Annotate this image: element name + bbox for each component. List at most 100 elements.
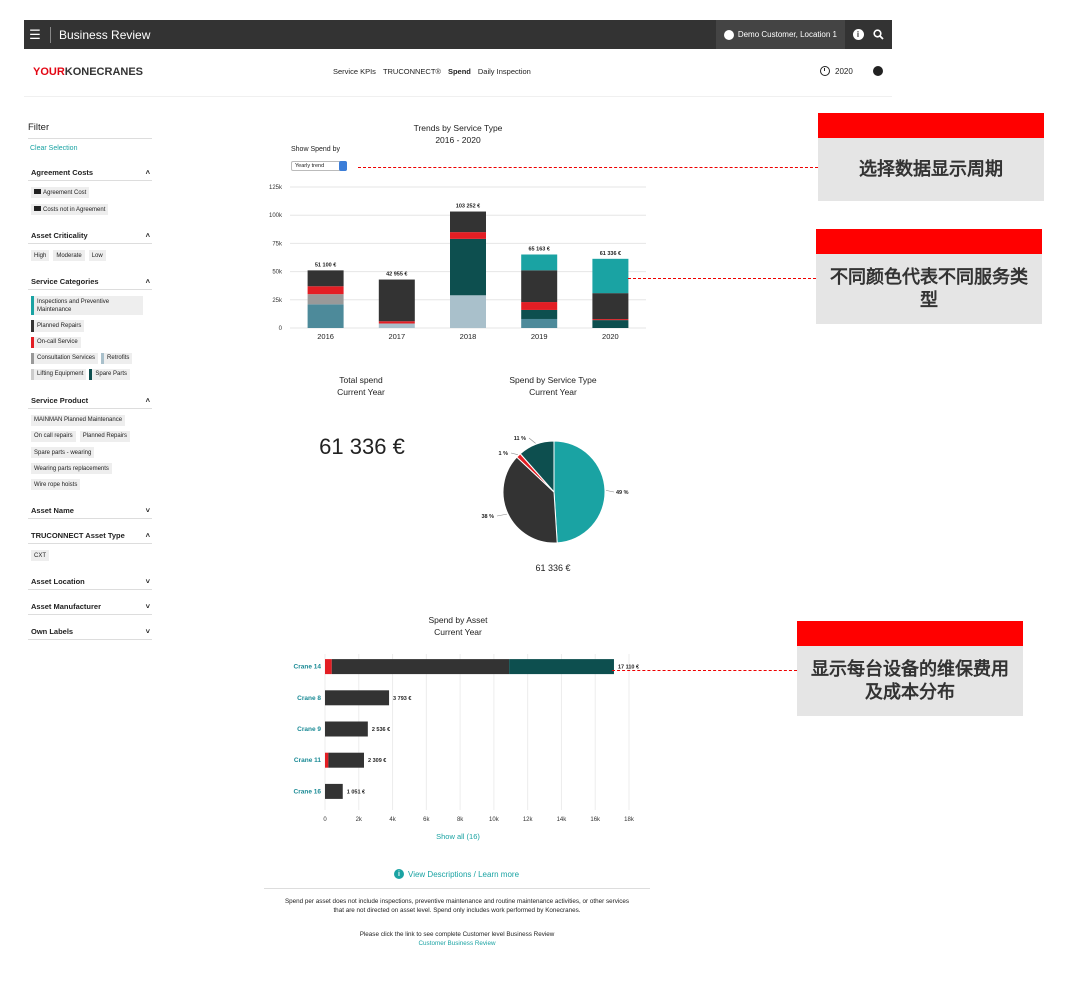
bar-segment <box>378 279 415 322</box>
spend-pie-chart: 49 % 38 % 1 % 11 % <box>481 436 629 544</box>
asset-bar-chart: 0 2k 4k 6k 8k 10k 12k 14k 16k 18k Crane 14 17 110 €… <box>294 654 639 823</box>
chip-planned-repairs-product[interactable]: Planned Repairs <box>79 430 131 443</box>
show-spend-by-select[interactable]: Yearly trend <box>291 161 347 171</box>
x-tick-label: 12k <box>523 817 534 823</box>
nav-truconnect[interactable]: TRUCONNECT® <box>382 67 441 76</box>
bar-total-label: 61 336 € <box>600 251 621 257</box>
x-tick-label: 4k <box>389 817 396 823</box>
info-icon: i <box>852 29 864 40</box>
filter-agreement-costs: Agreement Costs ˄ Agreement Cost Costs no… <box>28 168 152 216</box>
chip-low[interactable]: Low <box>88 250 106 262</box>
x-tick-label: 6k <box>423 817 430 823</box>
main-nav: Service KPIs TRUCONNECT® Spend Daily Ins… <box>333 67 531 76</box>
chip-mainman[interactable]: MAINMAN Planned Maintenance <box>31 414 126 426</box>
asset-label: Crane 8 <box>297 695 321 702</box>
callout-connector <box>612 670 797 671</box>
bar-total-label: 42 955 € <box>386 272 407 278</box>
view-descriptions-link[interactable]: i View Descriptions / Learn more <box>394 869 519 879</box>
clear-selection-link[interactable]: Clear Selection <box>30 145 78 152</box>
filter-section-header[interactable]: Asset Manufacturer ˅ <box>28 602 152 616</box>
chip-moderate[interactable]: Moderate <box>53 250 85 262</box>
chip-wearing-parts[interactable]: Wearing parts replacements <box>31 463 112 475</box>
chip-consultation-services[interactable]: Consultation Services <box>31 352 99 364</box>
asset-label: Crane 9 <box>297 726 321 733</box>
hamburger-menu-icon[interactable]: ☰ <box>29 26 41 42</box>
nav-service-kpis[interactable]: Service KPIs <box>333 67 376 76</box>
chip-lifting-equipment[interactable]: Lifting Equipment <box>31 368 87 380</box>
pie-leader-line <box>605 490 615 493</box>
pie-slice <box>519 440 555 494</box>
bar-segment <box>307 294 344 305</box>
x-tick-label: 14k <box>557 817 568 823</box>
chip-on-call-repairs[interactable]: On call repairs <box>31 430 76 443</box>
info-button[interactable]: i <box>848 20 868 49</box>
chip-spare-parts[interactable]: Spare Parts <box>89 368 131 380</box>
filter-asset-name: Asset Name ˅ <box>28 506 152 520</box>
filter-section-header[interactable]: Asset Name ˅ <box>28 506 152 520</box>
search-button[interactable] <box>868 20 888 49</box>
filter-section-header[interactable]: Own Labels ˅ <box>28 627 152 641</box>
trends-chart-title: Trends by Service Type 2016 - 2020 <box>413 123 503 145</box>
nav-spend[interactable]: Spend <box>447 67 471 76</box>
chevron-down-icon: ˅ <box>145 577 150 587</box>
x-tick-label: 2020 <box>602 332 619 341</box>
filter-section-header[interactable]: Asset Location ˅ <box>28 577 152 591</box>
chip-agreement-cost[interactable]: Agreement Cost <box>31 187 90 199</box>
filter-section-header[interactable]: Agreement Costs ˄ <box>28 168 152 181</box>
filter-section-header[interactable]: TRUCONNECT Asset Type ˄ <box>28 531 152 545</box>
trends-bar-chart: 0 25k 50k 75k 100k 125k 51 100 € 2016 42 955 € 20… <box>269 185 646 341</box>
show-spend-by-label: Show Spend by <box>291 146 341 153</box>
bar-segment <box>521 318 558 328</box>
asset-label: Crane 14 <box>294 664 322 671</box>
select-value: Yearly trend <box>295 163 325 169</box>
pie-leader-line <box>496 513 508 517</box>
chip-costs-not-in-agreement[interactable]: Costs not in Agreement <box>31 204 109 216</box>
globe-icon <box>723 29 734 40</box>
chip-planned-repairs[interactable]: Planned Repairs <box>31 320 85 332</box>
bar-segment <box>521 302 558 310</box>
year-selector[interactable]: 2020 <box>820 66 853 76</box>
top-bar: ☰ Business Review Demo Customer, Locatio… <box>24 20 892 49</box>
asset-bar-segment <box>325 659 332 675</box>
chip-cxt[interactable]: CXT <box>31 550 49 562</box>
chip-high[interactable]: High <box>31 250 50 262</box>
chip-spare-parts-wearing[interactable]: Spare parts - wearing <box>31 447 95 459</box>
callout-assets: 显示每台设备的维保费用及成本分布 <box>797 621 1023 716</box>
asset-value-label: 2 309 € <box>368 758 386 764</box>
pie-slice-label: 11 % <box>514 436 526 442</box>
pie-leader-line <box>528 437 536 444</box>
asset-bar-segment <box>509 659 614 675</box>
customer-selector[interactable]: Demo Customer, Location 1 <box>715 20 845 49</box>
x-tick-label: 8k <box>457 817 464 823</box>
bar-segment <box>450 238 486 296</box>
chip-inspections[interactable]: Inspections and Preventive Maintenance <box>31 296 143 316</box>
footer-note: Spend per asset does not include inspect… <box>284 898 630 914</box>
chip-on-call-service[interactable]: On-call Service <box>31 336 81 348</box>
customer-business-review-link[interactable]: Customer Business Review <box>418 940 496 947</box>
filter-sidebar: Filter Clear Selection Agreement Costs ˄ … <box>28 122 152 641</box>
logo[interactable]: YOURKONECRANES <box>33 66 144 78</box>
x-tick-label: 2016 <box>317 332 334 341</box>
pie-slice-label: 38 % <box>481 514 494 520</box>
filter-section-header[interactable]: Service Categories ˄ <box>28 277 152 291</box>
pie-chart-title: Spend by Service Type Current Year <box>509 375 597 397</box>
filter-section-header[interactable]: Asset Criticality ˄ <box>28 231 152 245</box>
chip-retrofits[interactable]: Retrofits <box>101 352 133 364</box>
x-tick-label: 10k <box>489 817 500 823</box>
filter-section-header[interactable]: Service Product ˄ <box>28 396 152 409</box>
bar-total-label: 65 163 € <box>528 246 549 252</box>
bar-segment <box>592 258 629 294</box>
bar-segment <box>450 295 486 328</box>
footer-link-block: Please click the link to see complete Cu… <box>264 930 650 948</box>
y-tick-label: 125k <box>269 185 283 191</box>
bar-segment <box>307 270 344 287</box>
user-icon[interactable] <box>873 66 883 76</box>
filter-service-product: Service Product ˄ MAINMAN Planned Mainten… <box>28 396 152 491</box>
asset-label: Crane 16 <box>294 788 322 795</box>
show-all-link[interactable]: Show all (16) <box>436 832 480 841</box>
chip-wire-rope-hoists[interactable]: Wire rope hoists <box>31 479 81 491</box>
nav-daily-inspection[interactable]: Daily Inspection <box>477 67 531 76</box>
bar-segment <box>450 211 486 233</box>
bar-segment <box>307 286 344 295</box>
y-tick-label: 0 <box>279 326 283 332</box>
